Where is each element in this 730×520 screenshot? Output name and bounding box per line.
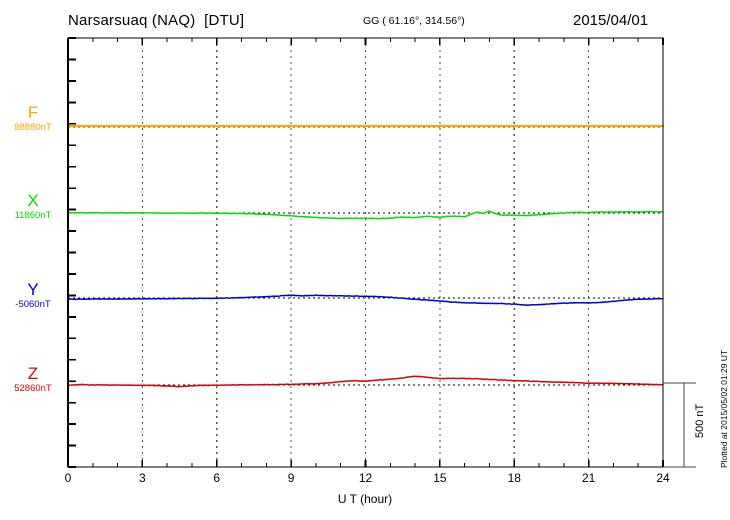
page-title: Narsarsuaq (NAQ) [DTU] xyxy=(68,12,245,29)
axis-frame xyxy=(66,37,664,468)
x-tick-label: 21 xyxy=(581,471,596,485)
x-tick-label: 9 xyxy=(287,471,295,485)
component-baseline-y: -5060nT xyxy=(15,299,51,310)
component-symbol-x: X xyxy=(27,191,39,210)
x-tick-label: 12 xyxy=(358,471,373,485)
x-tick-label: 6 xyxy=(213,471,221,485)
component-baseline-x: 11860nT xyxy=(14,210,52,221)
x-tick-label: 24 xyxy=(656,471,670,485)
x-axis-title: U T (hour) xyxy=(337,492,393,506)
component-label-z: Z 52860nT xyxy=(2,365,64,395)
component-symbol-f: F xyxy=(27,103,39,122)
component-symbol-z: Z xyxy=(27,364,39,383)
component-symbol-y: Y xyxy=(27,280,39,299)
observation-date: 2015/04/01 xyxy=(573,12,649,29)
scale-bar xyxy=(663,382,696,468)
x-tick-label: 3 xyxy=(139,471,146,485)
plotted-at-label: Plotted at 2015/05/02 01:29 UT xyxy=(719,349,729,468)
trace-layer xyxy=(66,124,665,388)
scale-bar-label: 500 nT xyxy=(694,403,706,438)
component-label-y: Y -5060nT xyxy=(2,281,64,311)
component-label-x: X 11860nT xyxy=(2,192,64,222)
x-tick-label: 18 xyxy=(507,471,521,485)
x-tick-label: 15 xyxy=(433,471,447,485)
component-baseline-f: 88880nT xyxy=(14,122,52,133)
geographic-coordinates: GG ( 61.16°, 314.56°) xyxy=(363,15,465,27)
x-tick-label: 0 xyxy=(64,471,72,485)
component-baseline-z: 52860nT xyxy=(14,383,52,394)
grid-layer xyxy=(141,38,590,467)
component-label-f: F 88880nT xyxy=(2,104,64,134)
